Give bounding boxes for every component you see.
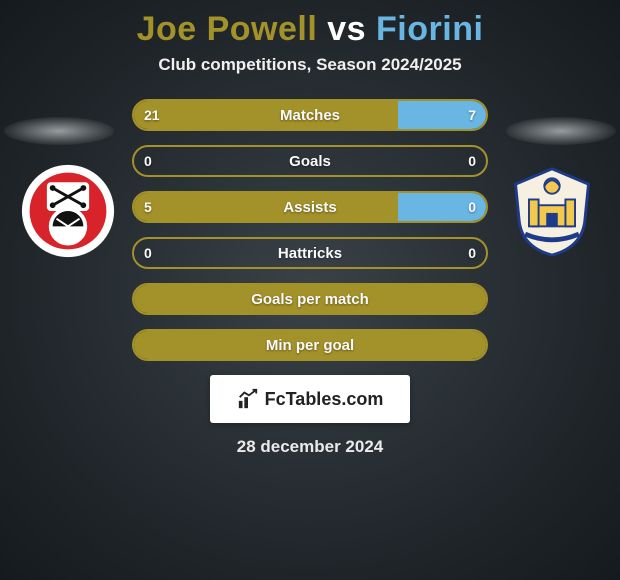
stats-list: Matches217Goals00Assists50Hattricks00Goa… <box>132 99 488 361</box>
stat-row: Hattricks0 0 <box>132 237 488 269</box>
page-title: Joe Powell vs Fiorini <box>0 0 620 49</box>
stat-value-left: 5 <box>144 199 152 215</box>
stat-row: Goals0 0 <box>132 145 488 177</box>
stat-value-left: 21 <box>144 107 160 123</box>
club-badge-left <box>20 163 116 259</box>
stat-label: Hattricks <box>134 245 486 262</box>
stat-value-right: 0 <box>468 153 476 169</box>
fctables-icon <box>237 388 259 410</box>
comparison-panel: Matches217Goals00Assists50Hattricks00Goa… <box>0 99 620 457</box>
stat-row: Matches21 7 <box>132 99 488 131</box>
brand-text: FcTables.com <box>265 389 384 410</box>
stat-value-left: 0 <box>144 153 152 169</box>
stat-label: Goals per match <box>134 291 486 308</box>
date-text: 28 december 2024 <box>0 437 620 457</box>
vs-text: vs <box>327 10 366 48</box>
stat-row: Assists5 0 <box>132 191 488 223</box>
stat-value-right: 0 <box>468 245 476 261</box>
subtitle: Club competitions, Season 2024/2025 <box>0 55 620 75</box>
badge-shadow-right <box>506 117 616 145</box>
badge-shadow-left <box>4 117 114 145</box>
stat-label: Assists <box>134 199 486 216</box>
stat-label: Matches <box>134 107 486 124</box>
stat-value-right: 0 <box>468 199 476 215</box>
stat-value-left: 0 <box>144 245 152 261</box>
stat-row: Min per goal <box>132 329 488 361</box>
club-badge-right <box>504 163 600 259</box>
player2-name: Fiorini <box>376 10 483 48</box>
stat-row: Goals per match <box>132 283 488 315</box>
stat-value-right: 7 <box>468 107 476 123</box>
stat-label: Min per goal <box>134 337 486 354</box>
player1-name: Joe Powell <box>137 10 318 48</box>
brand-badge: FcTables.com <box>210 375 410 423</box>
stat-label: Goals <box>134 153 486 170</box>
